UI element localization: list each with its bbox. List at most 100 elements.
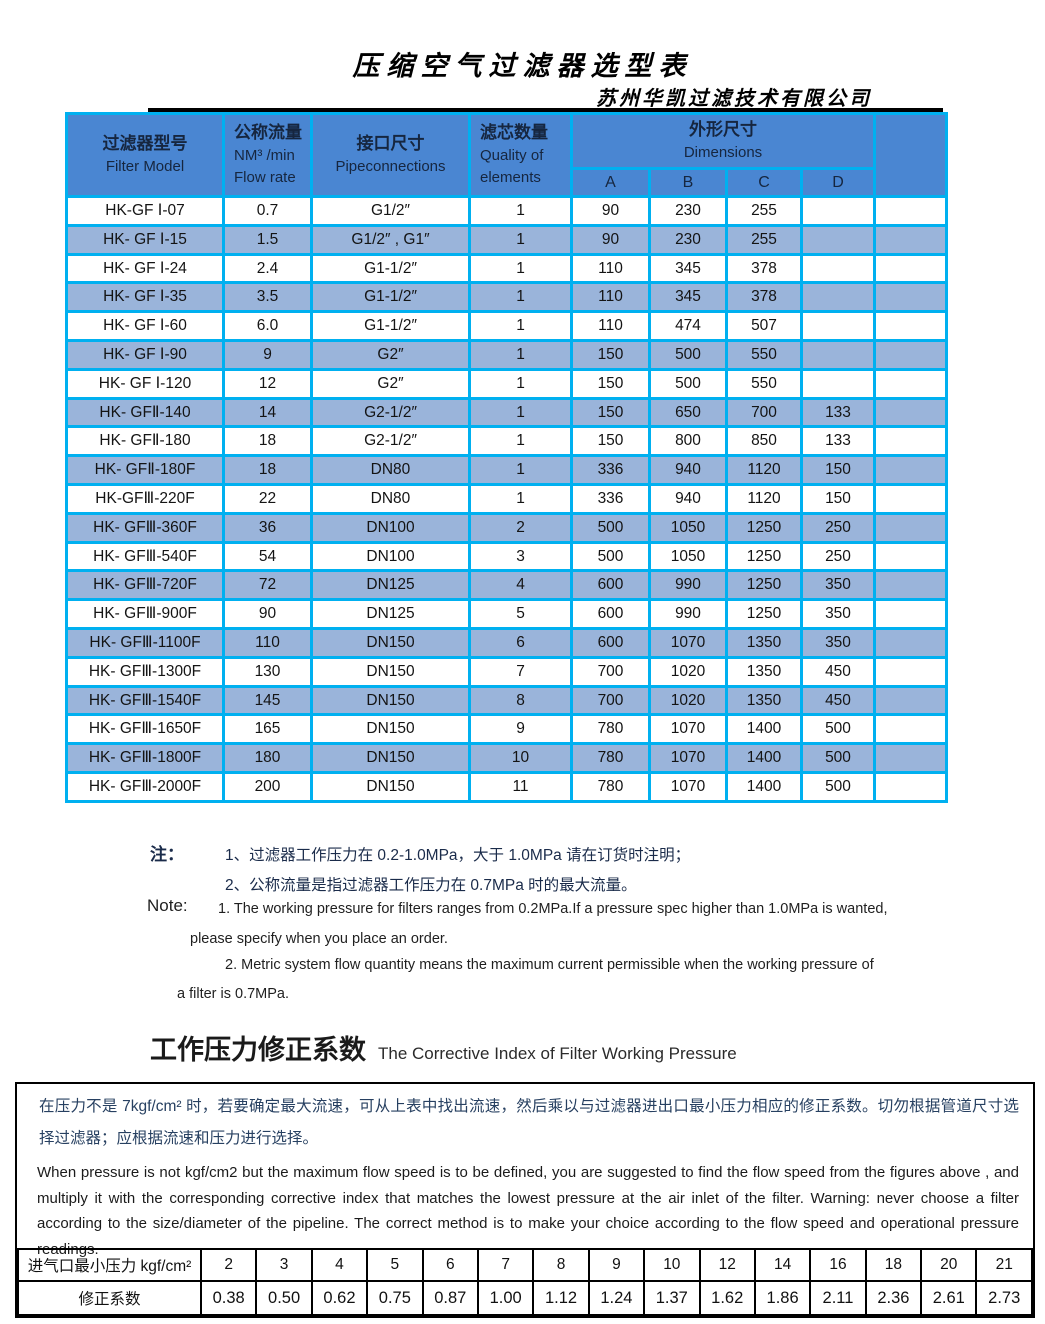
note-label-zh: 注： [150, 845, 184, 864]
col-header-model: 过滤器型号 Filter Model [65, 112, 225, 198]
cell-model: HK-GF Ⅰ-07 [65, 195, 225, 227]
col-header-flow-unit: NM³ /min [234, 147, 295, 164]
cell-dim-d: 133 [800, 396, 876, 429]
cell-qty: 1 [468, 482, 573, 515]
cell-extra [873, 626, 948, 659]
index-value-cell: 1.62 [698, 1280, 756, 1316]
cell-dim-a: 150 [570, 367, 651, 400]
pressure-value-cell: 12 [698, 1248, 756, 1282]
cell-dim-d: 500 [800, 713, 876, 746]
cell-extra [873, 195, 948, 227]
cell-pipe: DN100 [310, 511, 471, 544]
col-header-dimensions: 外形尺寸 Dimensions [570, 112, 876, 170]
pressure-value-cell: 2 [199, 1248, 258, 1282]
cell-dim-c: 850 [725, 425, 803, 458]
cell-qty: 1 [468, 396, 573, 429]
table-row: HK- GFⅢ-1540F 145 DN150 8 700 1020 1350 … [65, 684, 948, 717]
correction-factor-table: 进气口最小压力 kgf/cm² 2 3 4 5 6 7 8 [17, 1248, 1033, 1316]
cell-model: HK- GFⅢ-360F [65, 511, 225, 544]
cell-flow: 110 [222, 626, 313, 659]
section-title-en: The Corrective Index of Filter Working P… [378, 1044, 737, 1063]
correction-paragraph-en: When pressure is not kgf/cm2 but the max… [37, 1164, 1019, 1258]
section-title-zh: 工作压力修正系数 [150, 1035, 366, 1065]
table-row: HK- GF Ⅰ-15 1.5 G1/2″ , G1″ 1 90 230 255 [65, 223, 948, 256]
cell-pipe: G2″ [310, 367, 471, 400]
cell-flow: 1.5 [222, 223, 313, 256]
cell-dim-b: 1070 [648, 770, 728, 803]
cell-extra [873, 223, 948, 256]
cell-dim-d: 450 [800, 655, 876, 688]
cell-extra [873, 367, 948, 400]
cell-pipe: DN150 [310, 626, 471, 659]
table-row: HK- GFⅡ-180F 18 DN80 1 336 940 1120 150 [65, 454, 948, 486]
table-row: HK- GF Ⅰ-90 9 G2″ 1 150 500 550 [65, 338, 948, 371]
index-value-cell: 0.87 [421, 1280, 479, 1316]
pressure-value-cell: 20 [920, 1248, 978, 1282]
pressure-row: 进气口最小压力 kgf/cm² 2 3 4 5 6 7 8 [17, 1248, 1033, 1282]
col-header-extra [873, 112, 948, 198]
note-en-line2: please specify when you place an order. [190, 931, 448, 947]
cell-model: HK- GFⅢ-1100F [65, 626, 225, 659]
cell-dim-d [800, 310, 876, 342]
note-zh-line1: 1、过滤器工作压力在 0.2-1.0MPa，大于 1.0MPa 请在订货时注明； [225, 847, 691, 864]
cell-dim-c: 1400 [725, 742, 803, 774]
cell-pipe: G2-1/2″ [310, 396, 471, 429]
cell-dim-a: 90 [570, 195, 651, 227]
cell-dim-c: 378 [725, 281, 803, 314]
cell-model: HK- GF Ⅰ-24 [65, 252, 225, 285]
cell-flow: 130 [222, 655, 313, 688]
cell-dim-b: 1070 [648, 626, 728, 659]
table-row: HK- GFⅢ-360F 36 DN100 2 500 1050 1250 25… [65, 511, 948, 544]
cell-qty: 7 [468, 655, 573, 688]
cell-dim-b: 1020 [648, 655, 728, 688]
filter-table-body: HK-GF Ⅰ-07 0.7 G1/2″ 1 90 230 255 HK- GF… [65, 195, 948, 803]
cell-dim-a: 90 [570, 223, 651, 256]
cell-dim-b: 1020 [648, 684, 728, 717]
cell-pipe: DN80 [310, 454, 471, 486]
cell-dim-c: 378 [725, 252, 803, 285]
cell-flow: 3.5 [222, 281, 313, 314]
cell-dim-a: 780 [570, 713, 651, 746]
cell-flow: 145 [222, 684, 313, 717]
cell-flow: 90 [222, 598, 313, 630]
cell-dim-b: 230 [648, 195, 728, 227]
table-row: HK- GFⅢ-2000F 200 DN150 11 780 1070 1400… [65, 770, 948, 803]
cell-flow: 2.4 [222, 252, 313, 285]
dimension-subheader-cell: C [725, 167, 803, 198]
table-row: HK-GFⅢ-220F 22 DN80 1 336 940 1120 150 [65, 482, 948, 515]
cell-dim-b: 650 [648, 396, 728, 429]
index-value-cell: 1.00 [476, 1280, 535, 1316]
cell-dim-a: 700 [570, 684, 651, 717]
cell-dim-d: 500 [800, 742, 876, 774]
table-row: HK- GFⅢ-720F 72 DN125 4 600 990 1250 350 [65, 569, 948, 602]
cell-model: HK- GF Ⅰ-90 [65, 338, 225, 371]
cell-dim-c: 700 [725, 396, 803, 429]
table-row: HK- GFⅡ-140 14 G2-1/2″ 1 150 650 700 133 [65, 396, 948, 429]
cell-model: HK- GFⅢ-1300F [65, 655, 225, 688]
col-header-dimensions-zh: 外形尺寸 [689, 120, 757, 139]
filter-table-header: 过滤器型号 Filter Model 公称流量 NM³ /min Flow ra… [65, 112, 948, 198]
cell-pipe: G2″ [310, 338, 471, 371]
cell-qty: 1 [468, 252, 573, 285]
cell-dim-b: 1070 [648, 742, 728, 774]
index-value-cell: 1.12 [532, 1280, 590, 1316]
pressure-value-cell: 4 [310, 1248, 369, 1282]
cell-dim-b: 1050 [648, 540, 728, 573]
cell-dim-a: 110 [570, 281, 651, 314]
cell-pipe: G1-1/2″ [310, 252, 471, 285]
pressure-value-cell: 8 [532, 1248, 590, 1282]
cell-dim-a: 600 [570, 598, 651, 630]
cell-flow: 180 [222, 742, 313, 774]
cell-flow: 12 [222, 367, 313, 400]
page-title: 压缩空气过滤器选型表 [352, 51, 693, 82]
cell-qty: 1 [468, 195, 573, 227]
cell-pipe: DN150 [310, 684, 471, 717]
company-name: 苏州华凯过滤技术有限公司 [596, 86, 872, 110]
index-value-cell: 2.36 [864, 1280, 923, 1316]
cell-extra [873, 742, 948, 774]
cell-dim-c: 1350 [725, 626, 803, 659]
cell-dim-d: 133 [800, 425, 876, 458]
cell-dim-c: 1350 [725, 655, 803, 688]
pressure-value-cell: 3 [255, 1248, 313, 1282]
cell-extra [873, 281, 948, 314]
